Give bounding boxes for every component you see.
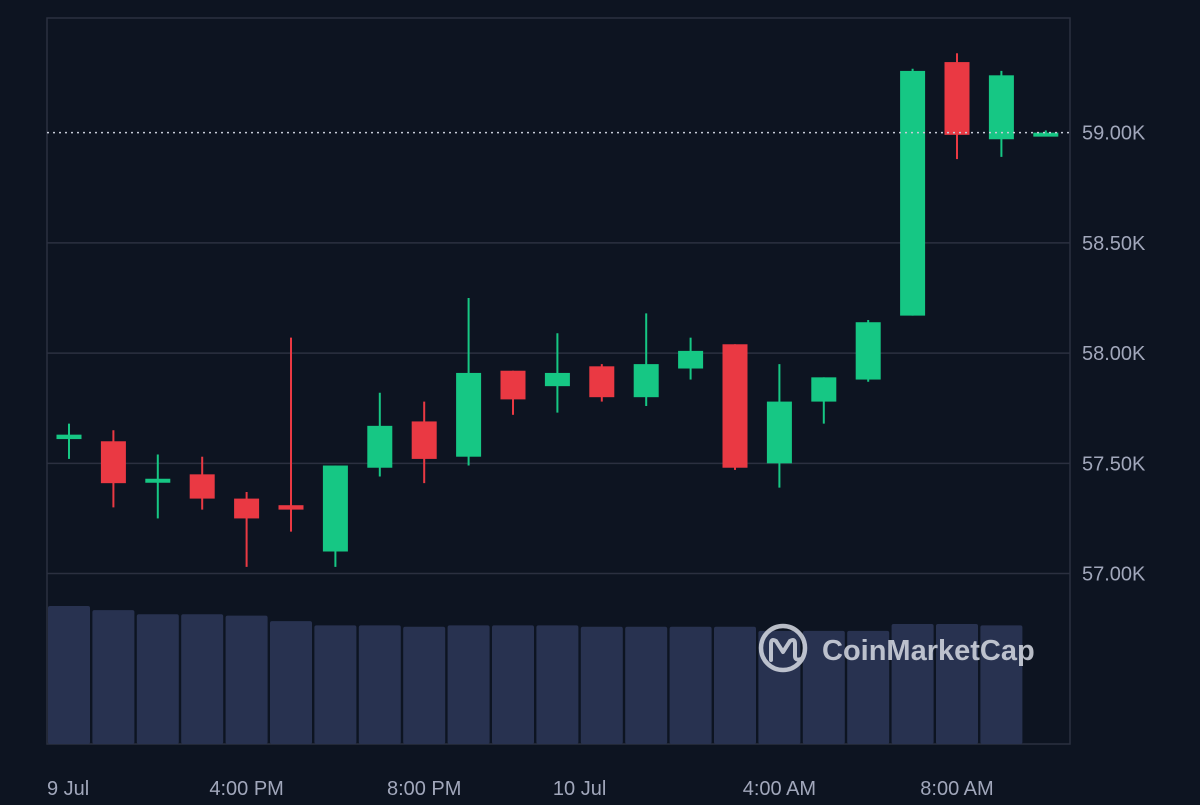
x-tick-label: 10 Jul	[553, 778, 606, 800]
volume-bar	[669, 626, 712, 744]
y-tick-label: 58.00K	[1082, 343, 1146, 365]
candle-body	[56, 434, 82, 440]
candle	[100, 430, 126, 508]
candle	[944, 53, 970, 160]
x-tick-label: 4:00 PM	[209, 778, 283, 800]
candle-body	[544, 372, 570, 387]
volume-bar	[936, 623, 978, 744]
volume-bar	[891, 623, 934, 744]
volume-bar	[48, 606, 90, 744]
candle-body	[988, 75, 1014, 140]
volume-bar	[802, 630, 845, 744]
volume-bar	[847, 630, 890, 744]
volume-bar	[625, 626, 668, 744]
candle-body	[189, 474, 215, 499]
y-tick-label: 58.50K	[1082, 233, 1146, 255]
volume-bar	[580, 626, 623, 744]
candle-body	[367, 425, 393, 468]
candle	[678, 337, 704, 380]
x-tick-label: 8:00 PM	[387, 778, 461, 800]
candle-body	[145, 478, 171, 483]
candle-body	[722, 344, 748, 468]
volume-bar	[270, 621, 312, 744]
y-tick-label: 57.50K	[1082, 453, 1146, 475]
volume-bar	[314, 625, 357, 744]
candle	[589, 364, 615, 402]
candle	[367, 392, 393, 477]
candle-body	[100, 441, 126, 484]
candle	[633, 313, 659, 406]
volume-bar	[447, 625, 490, 744]
candle	[411, 401, 437, 484]
watermark-text: CoinMarketCap	[822, 635, 1035, 667]
candle-body	[278, 505, 304, 510]
volume-bar	[980, 625, 1023, 744]
x-tick-label: 4:00 AM	[743, 778, 816, 800]
volume-bar	[136, 614, 179, 744]
candle-body	[766, 401, 792, 464]
candle-body	[678, 350, 704, 369]
candle	[56, 423, 82, 459]
candle-body	[855, 322, 881, 380]
candle-body	[900, 70, 926, 316]
y-tick-label: 57.00K	[1082, 564, 1146, 586]
candle-body	[411, 421, 437, 459]
candle	[456, 297, 482, 466]
candle-body	[456, 372, 482, 457]
volume-bar	[714, 626, 756, 744]
coinmarketcap-watermark: CoinMarketCap	[758, 623, 1035, 673]
volume-bar	[92, 610, 135, 744]
volume-layer	[48, 606, 1023, 744]
candle	[145, 454, 171, 519]
candle	[500, 370, 526, 415]
candle	[766, 364, 792, 488]
grid-layer: 59.00K 58.50K 58.00K 57.50K 57.00K 9 Jul 4:00 …	[46, 17, 1146, 800]
candle	[322, 465, 348, 567]
x-tick-label: 9 Jul	[47, 778, 89, 800]
coinmarketcap-logo-icon	[758, 623, 808, 673]
x-tick-label: 8:00 AM	[920, 778, 993, 800]
candle-body	[1033, 132, 1059, 137]
candle-body	[811, 377, 837, 402]
candle	[811, 377, 837, 424]
volume-bar	[536, 625, 579, 744]
volume-bar	[358, 625, 401, 744]
candle	[234, 491, 260, 567]
candle	[278, 337, 304, 532]
candle	[855, 320, 881, 382]
candle	[544, 333, 570, 413]
candle-body	[633, 364, 659, 398]
candle-body	[234, 498, 260, 519]
candle	[189, 456, 215, 510]
candle-body	[500, 370, 526, 400]
volume-bar	[181, 614, 224, 744]
volume-bar	[492, 625, 534, 744]
candle	[722, 344, 748, 470]
candle	[1033, 130, 1059, 137]
candle-body	[944, 62, 970, 135]
y-tick-label: 59.00K	[1082, 123, 1146, 145]
candle	[988, 70, 1014, 157]
volume-bar	[225, 615, 268, 744]
volume-bar	[403, 626, 446, 744]
candle	[900, 68, 926, 316]
candle-body	[322, 465, 348, 552]
candle-layer	[56, 53, 1059, 567]
volume-bar	[758, 630, 801, 744]
candle-body	[589, 366, 615, 398]
